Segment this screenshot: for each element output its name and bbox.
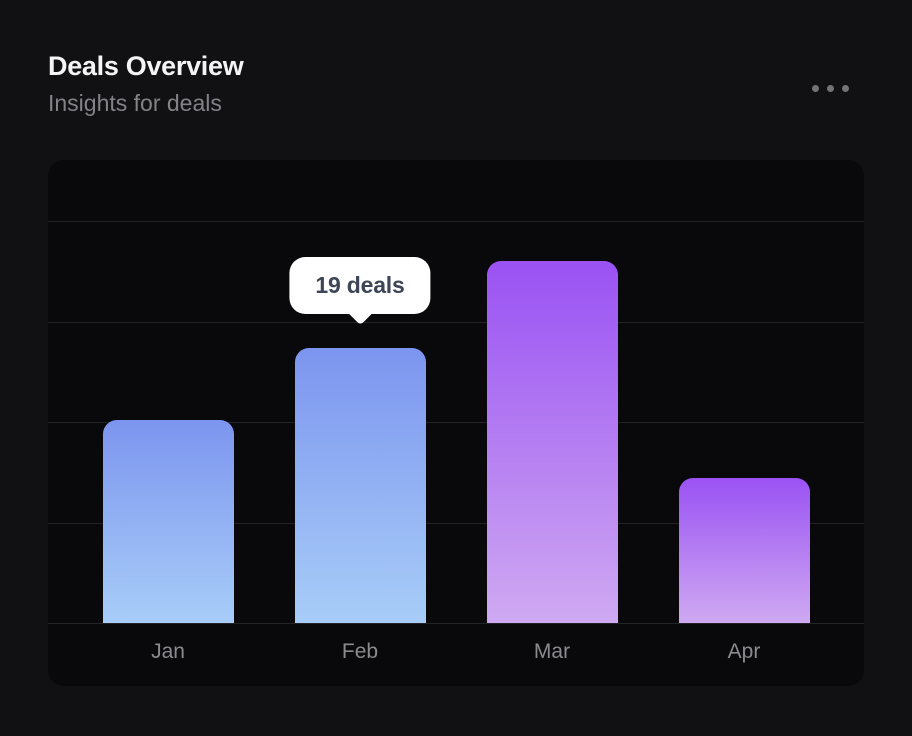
bar-column-apr	[648, 160, 840, 623]
x-axis-label-apr: Apr	[727, 640, 761, 663]
tooltip: 19 deals	[289, 257, 431, 326]
more-options-button[interactable]	[804, 72, 856, 104]
x-axis-labels: Jan Feb Mar Apr	[48, 638, 864, 666]
bar-feb[interactable]	[294, 348, 426, 623]
bar-column-mar	[456, 160, 648, 623]
gridline	[48, 522, 864, 524]
ellipsis-dot	[826, 84, 834, 92]
tooltip-label: 19 deals	[315, 272, 405, 298]
gridline	[48, 422, 864, 423]
ellipsis-dot	[841, 84, 849, 92]
gridline	[48, 321, 864, 323]
x-axis-label-jan: Jan	[151, 640, 185, 663]
bar-column-feb	[264, 160, 456, 623]
bar-apr[interactable]	[678, 478, 810, 623]
gridline	[48, 623, 864, 624]
bar-jan[interactable]	[102, 420, 234, 623]
bar-mar[interactable]	[486, 261, 618, 623]
deals-bar-chart-panel: Jan Feb Mar Apr 19 deals	[48, 160, 864, 686]
bar-column-jan	[72, 160, 264, 623]
gridline	[48, 221, 864, 222]
bars-row	[48, 160, 864, 623]
x-axis-label-feb: Feb	[341, 640, 379, 663]
card-header: Deals Overview Insights for deals	[48, 50, 864, 118]
ellipsis-icon	[811, 84, 849, 92]
page-subtitle: Insights for deals	[48, 90, 222, 116]
page-title: Deals Overview	[48, 51, 244, 81]
x-axis-label-mar: Mar	[533, 640, 571, 663]
ellipsis-dot	[811, 84, 819, 92]
